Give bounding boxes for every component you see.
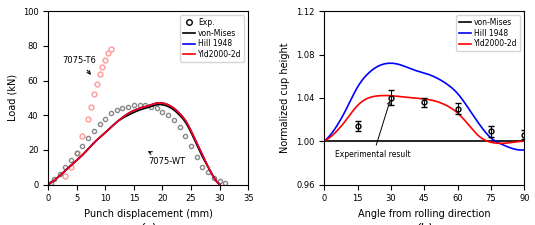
Y-axis label: Load (kN): Load (kN) bbox=[7, 74, 17, 122]
Text: 7075-WT: 7075-WT bbox=[148, 152, 185, 166]
Text: (b): (b) bbox=[416, 223, 433, 225]
Y-axis label: Normalized cup height: Normalized cup height bbox=[280, 43, 291, 153]
Legend: Exp., von-Mises, Hill 1948, Yld2000-2d: Exp., von-Mises, Hill 1948, Yld2000-2d bbox=[180, 15, 244, 62]
Text: Experimental result: Experimental result bbox=[335, 101, 411, 160]
Legend: von-Mises, Hill 1948, Yld2000-2d: von-Mises, Hill 1948, Yld2000-2d bbox=[456, 15, 521, 51]
Text: 7075-T6: 7075-T6 bbox=[63, 56, 96, 74]
X-axis label: Angle from rolling direction: Angle from rolling direction bbox=[358, 209, 491, 219]
Text: (a): (a) bbox=[140, 223, 157, 225]
X-axis label: Punch displacement (mm): Punch displacement (mm) bbox=[84, 209, 212, 219]
